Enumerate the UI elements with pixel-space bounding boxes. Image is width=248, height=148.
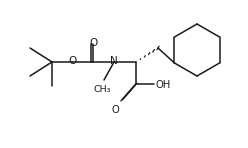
Text: OH: OH [155, 80, 171, 90]
Text: O: O [111, 105, 119, 115]
Text: O: O [89, 38, 97, 48]
Text: CH₃: CH₃ [93, 86, 111, 95]
Text: O: O [68, 56, 76, 66]
Text: N: N [110, 56, 118, 66]
